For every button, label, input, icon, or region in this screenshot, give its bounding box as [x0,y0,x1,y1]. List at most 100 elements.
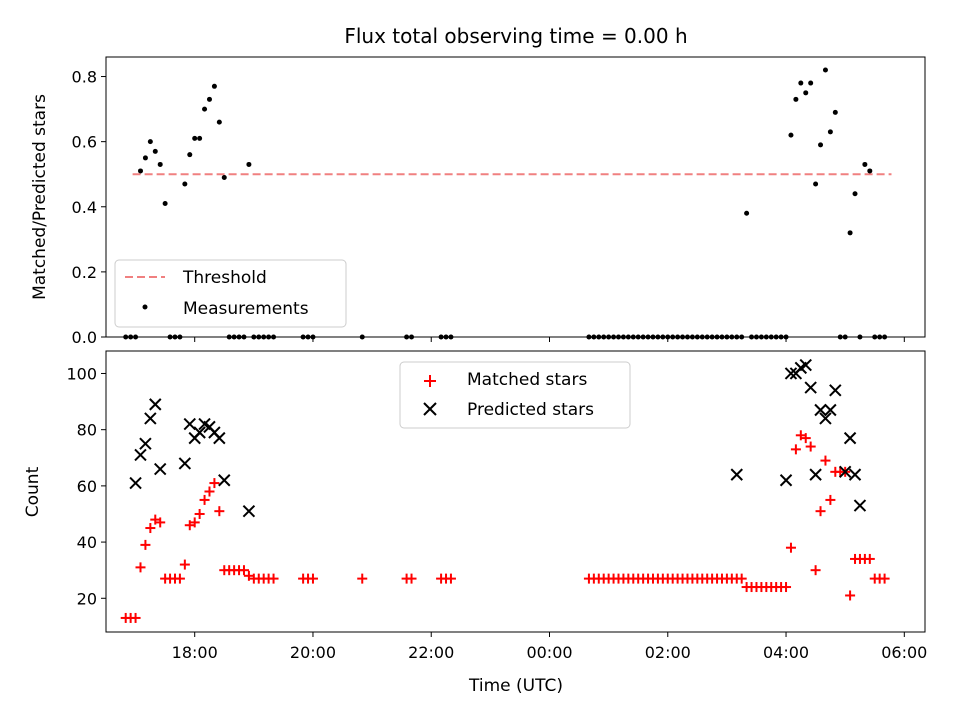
measurement-point [147,139,153,145]
y-tick-label: 100 [66,364,97,383]
matched-point [194,508,205,519]
matched-point [357,573,368,584]
x-axis-label: Time (UTC) [468,676,563,696]
matched-point [790,444,801,455]
predicted-point [213,431,226,445]
matched-point [204,486,215,497]
measurement-point [246,161,252,167]
top-y-ticks: 0.0 0.2 0.4 0.6 0.8 [72,68,106,347]
bottom-axes-frame [105,350,926,633]
predicted-point [730,468,743,481]
predicted-point [129,476,142,490]
bottom-y-axis-label: Count [23,466,43,517]
y-tick-label: 0.4 [72,198,97,217]
x-tick-label: 00:00 [526,643,572,662]
x-tick-label: 18:00 [172,643,218,662]
measurement-point [827,129,833,135]
measurement-point [211,83,217,89]
y-tick-label: 0.2 [72,263,97,282]
predicted-point [242,504,256,518]
predicted-point [799,358,812,372]
predicted-point [144,412,157,425]
bottom-legend: Matched stars Predicted stars [399,361,631,429]
matched-point [130,612,141,623]
measurement-point [847,230,853,236]
predicted-point [193,426,206,439]
matched-point [199,494,210,505]
predicted-point [804,381,817,394]
y-tick-label: 40 [77,533,97,552]
matched-point [864,553,875,564]
matched-point [845,590,856,601]
matched-point [406,573,417,584]
chart-title: Flux total observing time = 0.00 h [344,24,687,48]
bottom-y-ticks: 20 40 60 80 100 [66,364,106,608]
measurement-point [157,161,163,167]
predicted-point [824,403,837,417]
predicted-point [218,474,231,487]
measurement-point [142,155,148,161]
measurement-point [808,80,814,86]
matched-point [879,573,890,584]
legend-threshold-label: Threshold [182,268,267,288]
measurement-point [152,148,158,154]
legend-measurement-swatch [142,304,148,310]
measurement-point [798,80,804,86]
matched-point [135,562,146,573]
measurement-point [137,168,143,174]
top-axes-frame [105,56,926,338]
predicted-point [784,367,798,380]
predicted-point [139,437,152,450]
matched-point [214,506,225,517]
predicted-point [838,465,852,479]
bottom-plot-area [120,358,890,623]
predicted-point [183,417,196,431]
matched-point [174,573,185,584]
y-tick-label: 80 [77,421,97,440]
matched-point [785,542,796,553]
bottom-x-ticks: 18:00 20:00 22:00 00:00 02:00 04:00 06:00 [172,632,927,662]
predicted-point [853,499,867,512]
y-tick-label: 0.6 [72,133,97,152]
measurement-point [822,67,828,73]
top-legend: Threshold Measurements [114,259,347,328]
matched-point [268,573,279,584]
y-tick-label: 0.8 [72,68,97,87]
predicted-point [134,448,147,462]
measurement-point [852,191,858,197]
matched-point [815,506,826,517]
predicted-point [779,474,793,487]
measurement-point [803,90,809,96]
predicted-point [153,462,167,476]
x-tick-label: 22:00 [408,643,454,662]
top-x-ticks [194,337,905,342]
predicted-point [178,457,192,470]
matched-point [140,539,151,550]
measurement-point [832,109,838,115]
matched-point [238,565,249,576]
top-panel: Flux total observing time = 0.00 h 0.00.… [30,24,926,347]
measurement-point [744,210,750,216]
measurement-point [221,174,227,180]
matched-point [307,573,318,584]
measurement-point [813,181,819,187]
matched-point [155,517,166,528]
x-tick-label: 06:00 [881,643,927,662]
top-y-axis-label: Matched/Predicted stars [30,94,50,300]
matched-point [145,523,156,534]
measurement-point [788,132,794,138]
matched-point [189,517,200,528]
bottom-panel: 20 40 60 80 100 18:00 20:00 22:00 00:00 02:00 04:… [23,350,927,696]
measurement-point [793,96,799,102]
matched-point [805,441,816,452]
x-tick-label: 02:00 [645,643,691,662]
y-tick-label: 60 [77,477,97,496]
legend-matched-label: Matched stars [467,370,587,390]
measurement-point [182,181,188,187]
predicted-point [843,431,857,445]
measurement-point [162,201,168,207]
predicted-point [819,412,832,425]
measurement-point [202,106,208,112]
measurement-point [206,96,212,102]
